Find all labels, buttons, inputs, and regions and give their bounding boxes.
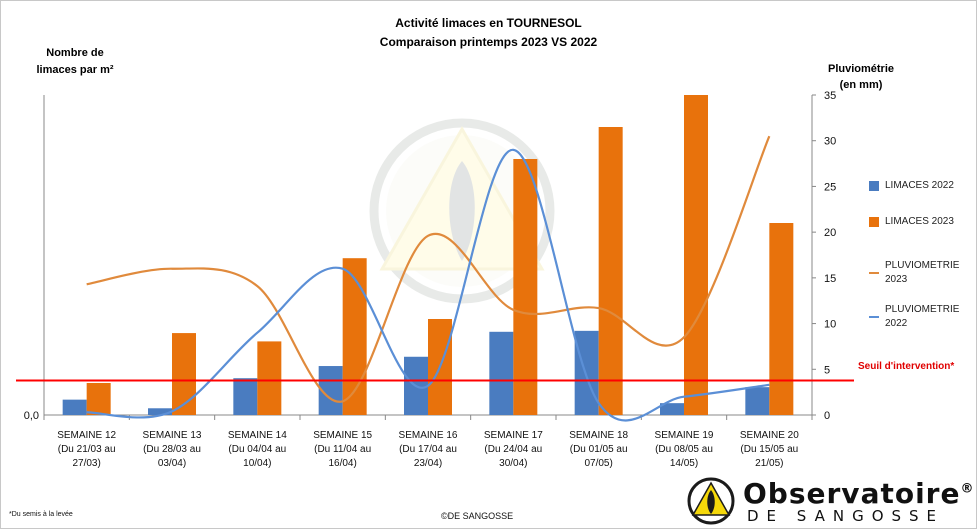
bar-limaces-2023 xyxy=(684,95,708,415)
bar-limaces-2022 xyxy=(660,403,684,415)
legend-label-pluvio-2023: PLUVIOMETRIE 2023 xyxy=(885,260,960,285)
legend-item-limaces-2023: LIMACES 2023 xyxy=(869,215,974,229)
category-label-range1: (Du 17/04 au xyxy=(399,444,457,455)
logo-name: Observatoire® xyxy=(743,477,974,510)
category-label-range2: 03/04) xyxy=(157,458,187,469)
category-label-range2: 27/03) xyxy=(72,458,101,469)
category-label-week: SEMAINE 13 xyxy=(142,430,202,441)
category-label-range1: (Du 15/05 au xyxy=(740,444,799,455)
line-pluviometrie-2023 xyxy=(86,135,771,403)
right-tick-label: 10 xyxy=(824,319,836,331)
chart-title-line1: Activité limaces en TOURNESOL xyxy=(395,16,582,30)
bar-limaces-2022 xyxy=(62,399,87,415)
category-label-range1: (Du 21/03 au xyxy=(57,444,116,455)
footnote-marker: * xyxy=(9,511,12,518)
right-tick-label: 0 xyxy=(824,410,830,422)
category-label: SEMAINE 15 (Du 11/04 au 16/04) xyxy=(302,429,384,471)
right-axis-label-line2: (en mm) xyxy=(839,79,883,91)
category-label-range2: 07/05) xyxy=(584,458,613,469)
category-label: SEMAINE 14 (Du 04/04 au 10/04) xyxy=(216,429,298,471)
bar-limaces-2022 xyxy=(745,387,770,415)
footnote: *Du semis à la levée xyxy=(9,511,73,518)
legend-item-pluvio-2022: PLUVIOMETRIE 2022 xyxy=(869,303,974,331)
left-tick-label: 0,0 xyxy=(24,410,39,422)
category-label-week: SEMAINE 20 xyxy=(739,430,799,441)
category-label: SEMAINE 16 (Du 17/04 au 23/04) xyxy=(387,429,469,471)
category-label-range2: 14/05) xyxy=(669,458,699,469)
legend-swatch-limaces-2023 xyxy=(869,217,879,227)
logo-registered: ® xyxy=(960,481,975,497)
logo-name-text: Observatoire xyxy=(743,477,961,510)
threshold-label: Seuil d'intervention* xyxy=(858,361,955,372)
bar-limaces-2022 xyxy=(489,331,514,415)
category-label-range2: 30/04) xyxy=(499,458,528,469)
right-tick-label: 20 xyxy=(824,227,836,239)
observatoire-logo: Observatoire® DE SANGOSSE xyxy=(685,477,975,525)
copyright: ©DE SANGOSSE xyxy=(441,511,514,521)
category-label: SEMAINE 18 (Du 01/05 au 07/05) xyxy=(558,429,640,471)
legend-item-limaces-2022: LIMACES 2022 xyxy=(869,179,974,193)
lines-group xyxy=(86,135,771,422)
bars-group xyxy=(62,95,794,415)
legend-item-pluvio-2023: PLUVIOMETRIE 2023 xyxy=(869,259,974,287)
right-tick-label: 30 xyxy=(824,136,836,148)
footnote-text: Du semis à la levée xyxy=(11,511,73,518)
category-label-range2: 23/04) xyxy=(413,458,443,469)
chart-title: Activité limaces en TOURNESOL Comparaiso… xyxy=(1,14,976,52)
legend-swatch-pluvio-2022 xyxy=(869,316,879,318)
chart-title-line2: Comparaison printemps 2023 VS 2022 xyxy=(379,35,598,49)
bar-limaces-2023 xyxy=(598,127,623,415)
left-axis-label-line2: limaces par m² xyxy=(36,64,114,76)
category-label-week: SEMAINE 18 xyxy=(569,430,629,441)
category-label-week: SEMAINE 14 xyxy=(227,430,287,441)
legend-swatch-limaces-2022 xyxy=(869,181,879,191)
category-label-range1: (Du 11/04 au xyxy=(314,444,372,455)
category-label: SEMAINE 12 (Du 21/03 au 27/03) xyxy=(46,429,128,471)
category-label-week: SEMAINE 15 xyxy=(313,430,373,441)
bar-limaces-2023 xyxy=(769,223,794,415)
bar-limaces-2022 xyxy=(574,330,599,415)
legend-label-limaces-2022: LIMACES 2022 xyxy=(885,180,954,191)
category-label-week: SEMAINE 12 xyxy=(57,430,117,441)
right-axis-label: Pluviométrie (en mm) xyxy=(806,61,916,93)
category-label-range2: 16/04) xyxy=(328,458,357,469)
bar-limaces-2023 xyxy=(172,333,196,415)
legend-label-pluvio-2022: PLUVIOMETRIE 2022 xyxy=(885,304,960,329)
right-tick-label: 35 xyxy=(824,90,836,102)
category-label-range2: 10/04) xyxy=(243,458,272,469)
category-label-range1: (Du 28/03 au xyxy=(143,444,201,455)
category-label-range1: (Du 08/05 au xyxy=(655,444,713,455)
category-label: SEMAINE 19 (Du 08/05 au 14/05) xyxy=(643,429,725,471)
logo-emblem-icon xyxy=(687,477,735,525)
category-label-week: SEMAINE 19 xyxy=(654,430,714,441)
category-label: SEMAINE 13 (Du 28/03 au 03/04) xyxy=(131,429,213,471)
bar-limaces-2022 xyxy=(233,378,258,415)
watermark-logo xyxy=(369,118,555,304)
logo-subtitle: DE SANGOSSE xyxy=(747,507,945,525)
right-tick-label: 15 xyxy=(824,273,836,285)
right-axis-label-line1: Pluviométrie xyxy=(827,63,895,75)
left-axis-label-line1: Nombre de xyxy=(46,47,104,59)
category-label: SEMAINE 20 (Du 15/05 au 21/05) xyxy=(728,429,810,471)
category-label-week: SEMAINE 16 xyxy=(398,430,458,441)
right-tick-label: 25 xyxy=(824,181,836,193)
bar-limaces-2023 xyxy=(513,159,538,415)
category-label-range2: 21/05) xyxy=(755,458,784,469)
legend-swatch-pluvio-2023 xyxy=(869,272,879,274)
category-label-range1: (Du 04/04 au xyxy=(228,444,287,455)
legend-label-limaces-2023: LIMACES 2023 xyxy=(885,216,954,227)
right-tick-label: 5 xyxy=(824,364,830,376)
category-label-week: SEMAINE 17 xyxy=(483,430,543,441)
category-label-range1: (Du 01/05 au xyxy=(569,444,628,455)
line-pluviometrie-2022 xyxy=(86,148,770,422)
bar-limaces-2023 xyxy=(257,341,282,415)
left-axis-label: Nombre de limaces par m² xyxy=(31,45,119,79)
bar-limaces-2023 xyxy=(86,383,111,415)
category-label: SEMAINE 17 (Du 24/04 au 30/04) xyxy=(472,429,554,471)
category-label-range1: (Du 24/04 au xyxy=(484,444,543,455)
bar-limaces-2022 xyxy=(148,408,172,415)
